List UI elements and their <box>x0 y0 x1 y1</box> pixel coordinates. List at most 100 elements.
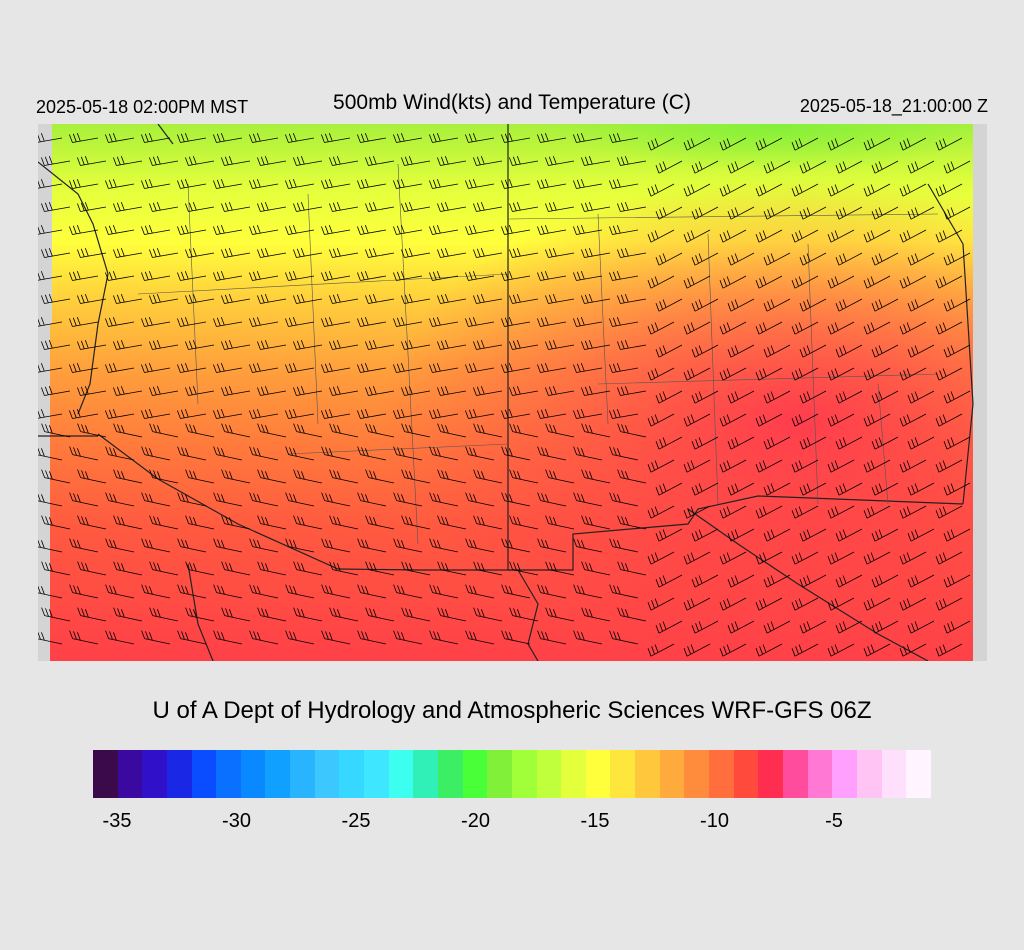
no-data-west <box>38 124 52 324</box>
wind-barb <box>763 160 791 174</box>
wind-barb <box>573 316 603 327</box>
wind-barb <box>683 229 711 243</box>
wind-barb <box>365 293 395 304</box>
wind-barb <box>647 229 675 243</box>
wind-barb <box>293 293 323 304</box>
wind-barb <box>141 132 171 143</box>
wind-barb <box>609 362 639 373</box>
wind-barb <box>719 137 747 151</box>
wind-barb <box>69 584 99 599</box>
wind-barb <box>871 436 899 450</box>
no-data-east <box>973 124 987 661</box>
wind-barb <box>943 160 971 174</box>
wind-barb <box>429 408 459 419</box>
wind-barb <box>105 132 135 143</box>
wind-barb <box>763 436 791 450</box>
wind-barb <box>501 584 531 599</box>
wind-barb <box>249 178 279 189</box>
wind-barb <box>473 201 503 212</box>
wind-barb <box>755 643 783 657</box>
colorbar-swatch <box>733 750 759 798</box>
wind-barb <box>293 515 323 530</box>
wind-barb <box>719 459 747 473</box>
wind-barb <box>655 482 683 496</box>
wind-barb <box>617 469 647 484</box>
wind-barb <box>509 561 539 576</box>
wind-barb <box>509 515 539 530</box>
wind-barb <box>141 408 171 419</box>
wind-barb <box>329 293 359 304</box>
wind-barb <box>321 132 351 143</box>
wind-barb <box>185 515 215 530</box>
wind-barb <box>149 293 179 304</box>
wind-barb <box>581 201 611 212</box>
wind-barb <box>617 201 647 212</box>
wind-barb <box>719 229 747 243</box>
wind-barb <box>401 293 431 304</box>
wind-barb <box>907 298 935 312</box>
colorbar-tick-label: -5 <box>825 810 843 832</box>
wind-barb <box>293 561 323 576</box>
wind-barb <box>221 561 251 576</box>
county-lines <box>137 163 939 545</box>
wind-barb <box>149 469 179 484</box>
wind-barb <box>935 367 963 381</box>
wind-barb <box>799 390 827 404</box>
wind-barb <box>573 492 603 507</box>
wind-barb <box>221 201 251 212</box>
wind-barb <box>655 528 683 542</box>
wind-barb <box>691 528 719 542</box>
wind-barb <box>727 528 755 542</box>
colorbar-swatch <box>388 750 414 798</box>
wind-barb <box>871 252 899 266</box>
map-title: 500mb Wind(kts) and Temperature (C) <box>333 91 691 114</box>
wind-barb <box>545 247 575 258</box>
wind-barb <box>285 446 315 461</box>
wind-barb <box>393 492 423 507</box>
wind-barb <box>185 293 215 304</box>
wind-barb <box>617 515 647 530</box>
wind-barb <box>257 423 287 438</box>
wind-barb <box>285 224 315 235</box>
wind-barb <box>899 137 927 151</box>
wind-barb <box>501 362 531 373</box>
wind-barb <box>609 224 639 235</box>
wind-barb <box>943 344 971 358</box>
wind-barb <box>357 446 387 461</box>
colorbar-swatch <box>487 750 512 798</box>
wind-barb <box>727 206 755 220</box>
wind-barb <box>501 630 531 645</box>
wind-barb <box>41 607 71 622</box>
wind-barb <box>691 620 719 634</box>
wind-barb <box>691 390 719 404</box>
wind-barb <box>537 178 567 189</box>
wind-barb <box>827 183 855 197</box>
wind-barb <box>393 316 423 327</box>
wind-barb <box>647 459 675 473</box>
wind-barb <box>257 155 287 166</box>
wind-barb <box>835 620 863 634</box>
wind-barb <box>473 515 503 530</box>
wind-barb <box>609 538 639 553</box>
wind-barb <box>755 183 783 197</box>
wind-barb <box>799 620 827 634</box>
wind-barb <box>899 643 927 657</box>
wind-barb <box>257 515 287 530</box>
wind-barb <box>429 132 459 143</box>
wind-barb <box>257 561 287 576</box>
wind-barb <box>799 344 827 358</box>
wind-barb <box>827 413 855 427</box>
colorbar-swatch <box>856 750 882 798</box>
wind-barb <box>935 459 963 473</box>
wind-barb <box>835 482 863 496</box>
wind-barb <box>791 183 819 197</box>
wind-barb <box>285 492 315 507</box>
wind-barb <box>545 607 575 622</box>
wind-barb <box>249 408 279 419</box>
wind-barb <box>285 584 315 599</box>
wind-barb <box>321 584 351 599</box>
wind-barb <box>105 538 135 553</box>
wind-barb <box>185 469 215 484</box>
wind-barbs <box>33 132 971 657</box>
wind-barb <box>293 155 323 166</box>
